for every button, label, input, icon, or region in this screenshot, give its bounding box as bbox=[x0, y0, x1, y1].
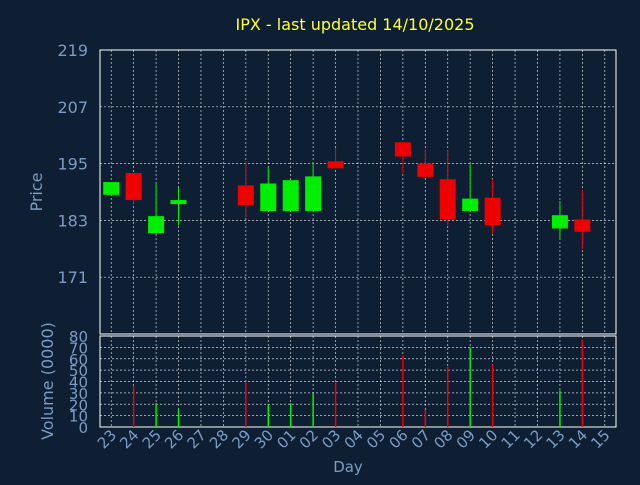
volume-bar bbox=[424, 409, 427, 427]
volume-bar bbox=[267, 404, 270, 427]
candle-body bbox=[417, 163, 434, 177]
volume-bar bbox=[446, 366, 449, 427]
volume-bar bbox=[245, 381, 247, 427]
volume-bar bbox=[155, 403, 157, 427]
chart-title: IPX - last updated 14/10/2025 bbox=[235, 15, 474, 34]
volume-bar bbox=[581, 339, 584, 427]
price-tick-label: 219 bbox=[57, 41, 88, 60]
candle-body bbox=[574, 219, 591, 232]
volume-bar bbox=[289, 403, 292, 427]
volume-tick-label: 50 bbox=[69, 362, 88, 380]
candle-body bbox=[170, 200, 187, 205]
candle-body bbox=[125, 173, 142, 201]
price-axis-label: Price bbox=[27, 172, 46, 211]
volume-tick-label: 80 bbox=[69, 328, 88, 346]
candle-body bbox=[103, 182, 120, 195]
candle-body bbox=[551, 215, 568, 229]
candle-body bbox=[484, 197, 501, 226]
volume-bar bbox=[312, 394, 314, 427]
x-tick-label: 15 bbox=[587, 426, 613, 452]
candle-body bbox=[305, 176, 322, 211]
candle-body bbox=[394, 142, 411, 157]
volume-bar bbox=[177, 408, 180, 427]
candle-body bbox=[260, 183, 277, 211]
candle-body bbox=[237, 185, 254, 206]
candle-body bbox=[148, 216, 165, 234]
volume-bar bbox=[559, 390, 561, 427]
volume-tick-label: 10 bbox=[69, 408, 88, 426]
volume-bar bbox=[491, 364, 494, 427]
candle-body bbox=[327, 161, 344, 169]
volume-bar bbox=[402, 355, 404, 427]
volume-bar bbox=[334, 381, 337, 427]
volume-tick-label: 40 bbox=[69, 374, 88, 392]
candle-body bbox=[439, 179, 456, 220]
volume-bar bbox=[132, 386, 135, 427]
volume-tick-label: 0 bbox=[78, 419, 88, 437]
candle-body bbox=[282, 180, 299, 211]
x-axis-label: Day bbox=[333, 458, 363, 476]
price-tick-label: 171 bbox=[57, 268, 88, 287]
volume-bar bbox=[469, 347, 471, 427]
volume-tick-label: 60 bbox=[69, 351, 88, 369]
candle-body bbox=[462, 198, 479, 211]
volume-tick-label: 70 bbox=[69, 339, 88, 357]
price-tick-label: 195 bbox=[57, 155, 88, 174]
price-tick-label: 183 bbox=[57, 211, 88, 230]
volume-tick-label: 30 bbox=[69, 385, 88, 403]
volume-tick-label: 20 bbox=[69, 396, 88, 414]
volume-axis-label: Volume (0000) bbox=[38, 322, 57, 440]
price-tick-label: 207 bbox=[57, 98, 88, 117]
